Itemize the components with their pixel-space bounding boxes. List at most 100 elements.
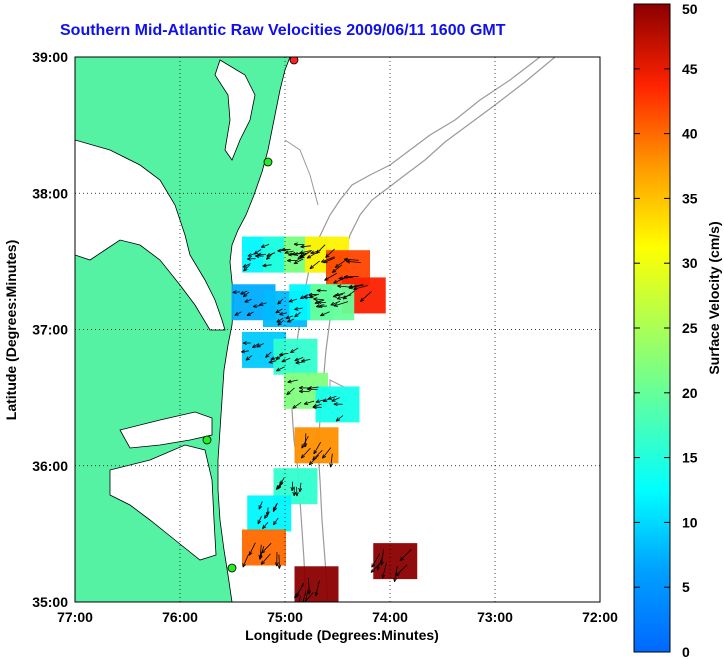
- velocity-vector: [321, 256, 335, 263]
- velocity-vector-head: [257, 519, 262, 525]
- velocity-vector: [290, 347, 299, 353]
- velocity-vector: [288, 298, 298, 303]
- velocity-vector-head: [275, 355, 281, 361]
- velocity-vector: [314, 299, 325, 304]
- velocity-vector: [323, 257, 336, 264]
- colorbar-tick-label: 25: [682, 320, 698, 336]
- velocity-vector: [304, 433, 307, 447]
- plot-frame: [74, 56, 601, 603]
- velocity-vector-head: [276, 318, 281, 323]
- velocity-vector-head: [306, 254, 312, 259]
- velocity-vector-head: [335, 417, 341, 422]
- velocity-vector-head: [307, 386, 313, 390]
- velocity-vector-head: [344, 274, 349, 279]
- velocity-vector: [279, 477, 285, 486]
- velocity-vector-head: [324, 276, 329, 281]
- velocity-vector: [299, 249, 312, 254]
- velocity-vector-head: [301, 603, 304, 607]
- velocity-vector: [324, 272, 338, 281]
- velocity-vector-head: [274, 562, 279, 567]
- velocity-vector-head: [294, 306, 299, 311]
- velocity-vector: [336, 294, 352, 300]
- velocity-vector-head: [334, 263, 340, 268]
- x-tick-label: 77:00: [57, 609, 93, 625]
- velocity-vector: [273, 517, 279, 526]
- velocity-vector-head: [288, 252, 293, 257]
- velocity-vector-head: [299, 295, 305, 300]
- velocity-vector-head: [293, 260, 298, 265]
- colorbar-tick-label: 30: [682, 255, 698, 271]
- velocity-vector: [300, 294, 308, 299]
- velocity-vector: [285, 315, 294, 319]
- velocity-vector: [241, 350, 249, 353]
- velocity-vector-head: [241, 349, 246, 354]
- velocity-vector-head: [337, 284, 342, 289]
- colorbar-tick-label: 50: [682, 1, 698, 17]
- x-tick-label: 75:00: [267, 609, 303, 625]
- velocity-vector-head: [353, 286, 358, 291]
- velocity-vector: [335, 258, 348, 268]
- velocity-vector-head: [320, 312, 325, 317]
- velocity-vector: [242, 554, 249, 568]
- velocity-vector-head: [312, 405, 317, 410]
- velocity-vector-head: [276, 367, 281, 372]
- velocity-vector: [335, 415, 344, 422]
- velocity-vector: [308, 454, 320, 466]
- velocity-vector: [322, 447, 332, 459]
- velocity-vector: [286, 387, 295, 396]
- velocity-vector-head: [276, 485, 281, 490]
- chart-title: Southern Mid-Atlantic Raw Velocities 200…: [60, 22, 506, 39]
- velocity-vector-head: [316, 288, 321, 293]
- velocity-vector-head: [252, 304, 258, 309]
- velocity-vector-head: [322, 398, 328, 402]
- velocity-vector-head: [284, 250, 289, 255]
- velocity-vector: [313, 442, 322, 455]
- velocity-vector: [325, 248, 335, 258]
- velocity-vector: [308, 578, 310, 595]
- velocity-vector-head: [301, 358, 306, 363]
- velocity-vector: [278, 554, 280, 569]
- velocity-vector: [308, 293, 317, 296]
- velocity-vector-head: [371, 563, 376, 568]
- velocity-vector-head: [258, 505, 263, 510]
- velocity-vector-head: [314, 592, 319, 597]
- velocity-vector-head: [273, 506, 278, 511]
- velocity-vector: [245, 355, 253, 361]
- velocity-vector-head: [330, 301, 335, 306]
- colorbar-tick-label: 5: [682, 579, 690, 595]
- velocity-vector: [312, 450, 323, 461]
- colorbar-tick-label: 40: [682, 126, 698, 142]
- velocity-vector-head: [275, 309, 280, 314]
- velocity-vector-head: [242, 341, 247, 345]
- velocity-vector: [370, 560, 383, 573]
- velocity-vector: [240, 290, 248, 295]
- x-axis-ticks: 77:00 76:00 75:00 74:00 73:00 72:00: [57, 609, 618, 625]
- x-tick-label: 74:00: [372, 609, 408, 625]
- velocity-vector-head: [313, 297, 318, 302]
- velocity-vector-head: [295, 360, 300, 365]
- velocity-vector: [299, 250, 312, 257]
- velocity-vector-head: [270, 356, 275, 361]
- velocity-vector-head: [325, 253, 330, 258]
- velocity-vector: [301, 358, 311, 362]
- velocity-vector: [292, 401, 302, 409]
- velocity-vector: [260, 553, 271, 565]
- velocity-vector: [302, 591, 307, 602]
- y-tick-label: 39:00: [32, 49, 68, 65]
- x-tick-label: 72:00: [582, 609, 618, 625]
- velocity-vector-head: [252, 344, 257, 349]
- velocity-vector-head: [244, 298, 249, 303]
- velocity-vector: [276, 366, 285, 372]
- velocity-vector-head: [246, 312, 252, 317]
- velocity-vector-head: [293, 242, 298, 247]
- velocity-vector: [284, 250, 294, 254]
- velocity-vector: [262, 264, 272, 267]
- velocity-vector: [252, 343, 260, 348]
- y-tick-label: 38:00: [32, 185, 68, 201]
- velocity-vector: [294, 357, 304, 362]
- colorbar-tick-label: 15: [682, 450, 698, 466]
- velocity-vector-head: [253, 250, 259, 255]
- velocity-vector: [309, 293, 320, 298]
- velocity-vector-head: [310, 250, 315, 255]
